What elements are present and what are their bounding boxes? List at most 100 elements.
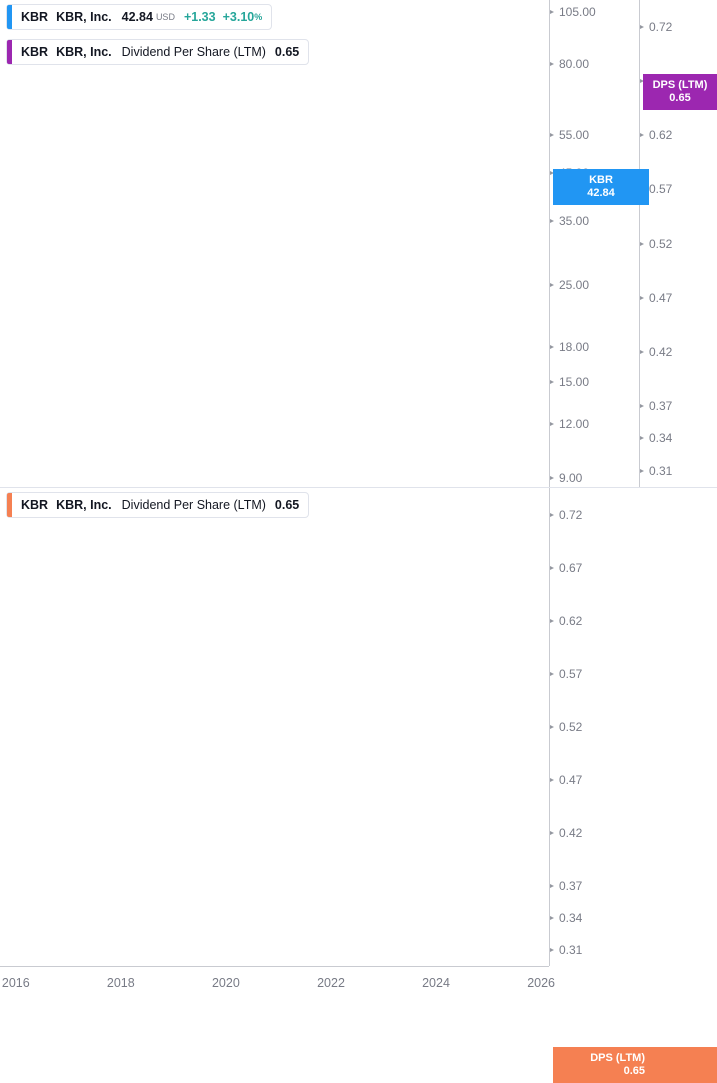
legend-dps-lower-metric: Dividend Per Share (LTM) xyxy=(121,498,266,512)
axis-tick-mark xyxy=(550,476,554,481)
dps-badge-lower[interactable]: DPS (LTM) 0.65 xyxy=(553,1047,717,1083)
time-axis-tick-label: 2018 xyxy=(106,976,135,990)
legend-dps-lower-value: 0.65 xyxy=(274,498,300,512)
dps-axis-upper-tick-label: 0.47 xyxy=(649,290,673,305)
time-axis-tick-label: 2022 xyxy=(317,976,345,990)
dps-axis-lower-tick-label: 0.34 xyxy=(559,911,583,926)
price-axis-tick-label: 80.00 xyxy=(559,56,590,71)
axis-tick-mark xyxy=(640,79,644,84)
axis-tick-mark xyxy=(550,565,554,570)
time-axis-tick-label: 2020 xyxy=(211,976,240,990)
dps-axis-upper-tick-label: 0.52 xyxy=(649,236,673,251)
axis-tick-mark xyxy=(550,10,554,15)
kbr-badge-label: KBR xyxy=(589,174,613,186)
axis-tick-mark xyxy=(550,725,554,729)
time-axis-right-gap xyxy=(549,966,717,967)
dps-axis-lower-tick-label: 0.47 xyxy=(559,773,583,788)
axis-tick-mark xyxy=(550,618,554,623)
legend-price-change-pct: +3.10 xyxy=(222,10,255,24)
price-chart-panel: 105.0080.0055.0045.0035.0025.0018.0015.0… xyxy=(0,0,717,487)
dps-badge-upper-label: DPS (LTM) xyxy=(652,79,708,91)
legend-price-percent-sign: % xyxy=(254,12,263,22)
legend-dps-upper-color-swatch xyxy=(7,40,12,64)
dps-axis-lower-tick-label: 0.67 xyxy=(559,560,583,575)
legend-price-value: 42.84 xyxy=(121,10,153,24)
price-axis-tick-label: 9.00 xyxy=(559,471,583,486)
axis-tick-mark xyxy=(640,468,644,473)
axis-tick-mark xyxy=(640,436,644,441)
axis-tick-mark xyxy=(640,295,644,300)
time-axis-tick-label: 2016 xyxy=(1,976,30,990)
dps-axis-upper-tick-label: 0.57 xyxy=(649,182,673,197)
legend-price-currency: USD xyxy=(155,12,175,22)
dps-axis-upper-tick-label: 0.34 xyxy=(649,431,673,446)
price-axis-tick-label: 25.00 xyxy=(559,277,590,292)
dps-axis-lower-tick-label: 0.31 xyxy=(559,943,583,958)
dps-bar-plot-area[interactable] xyxy=(0,488,549,966)
dps-axis-upper-tick-label: 0.72 xyxy=(649,20,673,35)
dps-badge-lower-label: DPS (LTM) xyxy=(590,1052,645,1064)
legend-price-symbol: KBR xyxy=(21,10,49,24)
legend-dps-upper-metric: Dividend Per Share (LTM) xyxy=(121,45,266,59)
legend-price-company: KBR, Inc. xyxy=(56,10,112,24)
panel-divider xyxy=(0,487,717,488)
time-axis[interactable]: 2016 2018 2020 2022 2024 2026 xyxy=(0,966,717,1005)
dps-badge-upper-value: 0.65 xyxy=(669,92,691,104)
legend-dps-lower-company: KBR, Inc. xyxy=(56,498,112,512)
price-axis-tick-label: 15.00 xyxy=(559,374,590,389)
dps-badge-upper[interactable]: DPS (LTM) 0.65 xyxy=(643,74,717,110)
dps-bar-chart-svg xyxy=(0,488,549,966)
time-axis-tick-label: 2026 xyxy=(527,976,555,990)
dps-axis-lower-tick-label: 0.62 xyxy=(559,613,583,628)
axis-tick-mark xyxy=(550,61,554,66)
dps-axis-upper-tick-label: 0.42 xyxy=(649,344,673,359)
dps-axis-upper-tick-label: 0.62 xyxy=(649,128,673,143)
axis-tick-mark xyxy=(640,403,644,408)
axis-tick-mark xyxy=(550,671,554,676)
price-axis-tick-label: 105.00 xyxy=(559,5,596,20)
time-axis-tick-label: 2024 xyxy=(422,976,450,990)
dps-axis-upper-tick-label: 0.31 xyxy=(649,463,673,478)
legend-dps-upper-company: KBR, Inc. xyxy=(56,45,112,59)
dps-axis-lower-tick-label: 0.42 xyxy=(559,826,583,841)
dps-axis-lower-tick-label: 0.57 xyxy=(559,666,583,681)
price-axis-tick-label: 35.00 xyxy=(559,213,590,228)
dps-axis-lower[interactable]: 0.72 0.67 0.62 0.57 0.52 0.47 0.42 0.37 0.34 0.31 xyxy=(549,488,717,966)
axis-tick-mark xyxy=(550,132,554,137)
kbr-price-badge[interactable]: KBR 42.84 xyxy=(553,169,649,205)
axis-tick-mark xyxy=(550,916,554,921)
legend-dps-lower-symbol: KBR xyxy=(21,498,49,512)
legend-price[interactable]: KBR KBR, Inc. 42.84 USD +1.33 +3.10 % xyxy=(6,4,273,30)
dps-badge-lower-value: 0.65 xyxy=(623,1065,645,1077)
axis-tick-mark xyxy=(640,349,644,354)
axis-tick-mark xyxy=(550,884,554,889)
legend-price-change-abs: +1.33 xyxy=(183,10,216,24)
axis-tick-mark xyxy=(550,421,554,426)
dps-axis-lower-tick-label: 0.52 xyxy=(559,720,583,734)
price-axis-tick-label: 12.00 xyxy=(559,416,590,431)
legend-dps-lower-color-swatch xyxy=(7,493,12,517)
axis-tick-mark xyxy=(550,218,554,223)
legend-dps-upper[interactable]: KBR KBR, Inc. Dividend Per Share (LTM) 0… xyxy=(6,39,310,65)
axis-tick-mark xyxy=(550,344,554,349)
dps-bar-chart-panel: 0.72 0.67 0.62 0.57 0.52 0.47 0.42 0.37 0.34 0.31… xyxy=(0,488,717,1083)
legend-dps-upper-symbol: KBR xyxy=(21,45,49,59)
axis-tick-mark xyxy=(550,171,554,175)
legend-dps-upper-value: 0.65 xyxy=(274,45,300,59)
price-chart-svg xyxy=(0,0,549,487)
dps-axis-lower-tick-label: 0.37 xyxy=(559,879,583,894)
legend-dps-lower[interactable]: KBR KBR, Inc. Dividend Per Share (LTM) 0… xyxy=(6,492,310,518)
legend-price-color-swatch xyxy=(7,5,12,29)
axis-tick-mark xyxy=(550,831,554,836)
axis-tick-mark xyxy=(640,241,644,246)
price-axis-tick-label: 18.00 xyxy=(559,339,590,354)
kbr-badge-value: 42.84 xyxy=(587,187,615,199)
dps-axis-upper-tick-label: 0.37 xyxy=(649,398,673,413)
axis-tick-mark xyxy=(550,512,554,517)
axis-tick-mark xyxy=(550,778,554,783)
dps-axis-lower-tick-label: 0.72 xyxy=(559,507,583,522)
price-plot-area[interactable] xyxy=(0,0,549,487)
price-axis-tick-label: 55.00 xyxy=(559,127,590,142)
price-axis[interactable]: 105.0080.0055.0045.0035.0025.0018.0015.0… xyxy=(549,0,632,487)
axis-tick-mark xyxy=(550,282,554,287)
